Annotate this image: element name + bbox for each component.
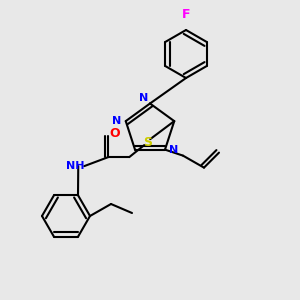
Text: F: F: [182, 8, 190, 21]
Text: N: N: [140, 92, 148, 103]
Text: O: O: [109, 127, 120, 140]
Text: N: N: [169, 145, 178, 154]
Text: S: S: [143, 136, 152, 148]
Text: NH: NH: [66, 161, 85, 171]
Text: N: N: [112, 116, 122, 126]
